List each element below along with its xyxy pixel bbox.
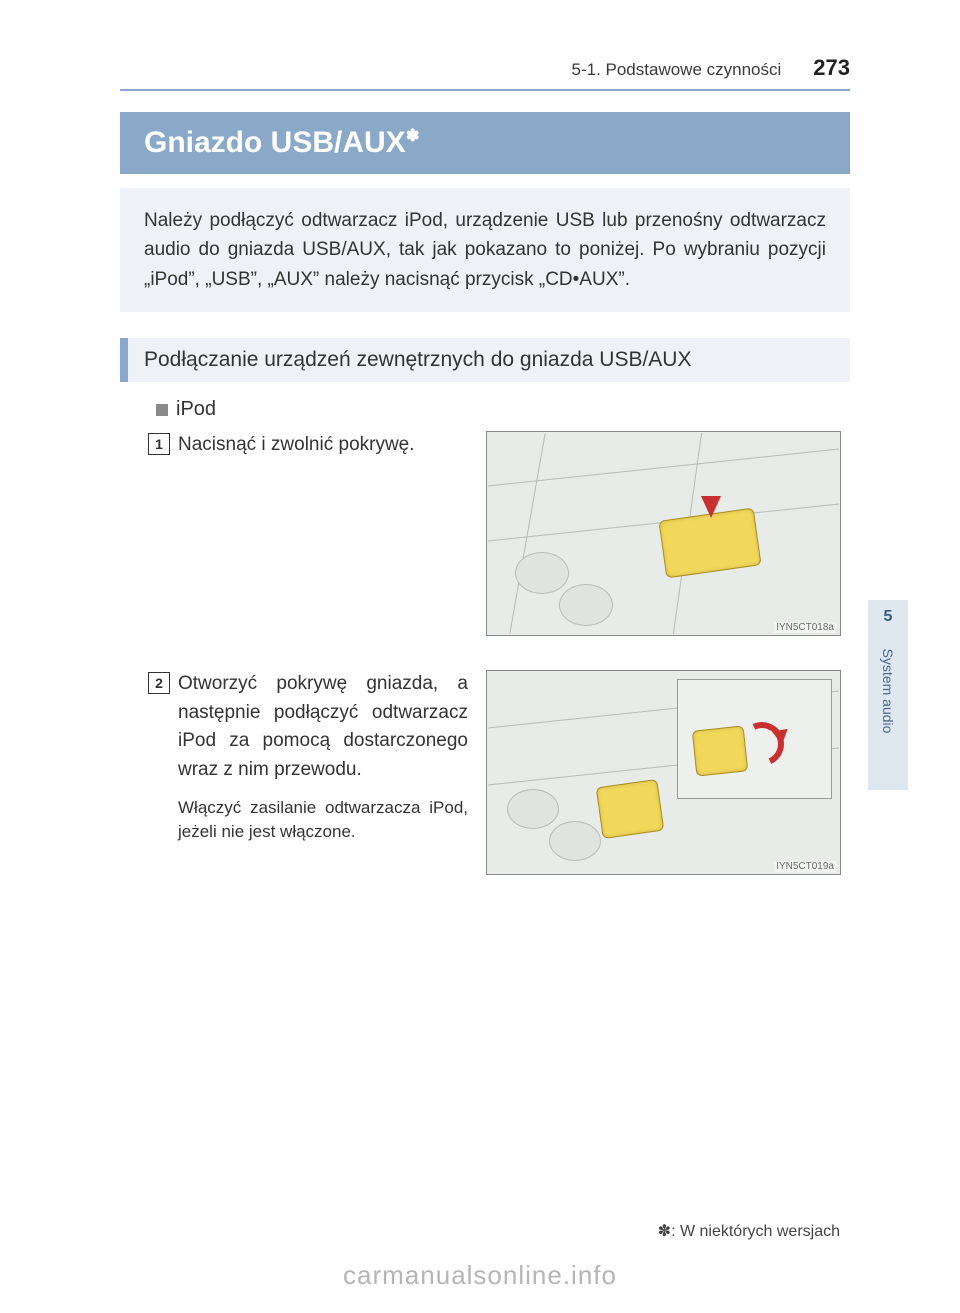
content-area: iPod 1 Nacisnąć i zwolnić pokrywę. [148, 398, 850, 909]
square-bullet-icon [156, 404, 168, 416]
section-title: 5-1. Podstawowe czynności [572, 60, 782, 80]
running-header: 5-1. Podstawowe czynności 273 [120, 55, 850, 91]
step2-text-col: 2 Otworzyć pokrywę gniazda, a następnie … [148, 670, 468, 875]
step2-text: Otworzyć pokrywę gniazda, a następnie po… [178, 670, 468, 784]
subsection-bar: Podłączanie urządzeń zewnętrznych do gni… [120, 338, 850, 382]
figure-1: IYN5CT018a [486, 431, 841, 636]
step-row-1: 1 Nacisnąć i zwolnić pokrywę. IYN5CT018a [148, 431, 850, 636]
intro-text: Należy podłączyć odtwarzacz iPod, urządz… [144, 210, 826, 290]
step2-note: Włączyć zasilanie odtwarzacza iPod, jeże… [148, 796, 468, 844]
step-number-box: 2 [148, 672, 170, 694]
page-title: Gniazdo USB/AUX [144, 126, 406, 159]
figure2-credit: IYN5CT019a [774, 861, 836, 872]
side-tab-label: System audio [880, 649, 896, 734]
page-number: 273 [813, 55, 850, 81]
ipod-heading-text: iPod [176, 398, 216, 421]
step-row-2: 2 Otworzyć pokrywę gniazda, a następnie … [148, 670, 850, 875]
figure1-credit: IYN5CT018a [774, 622, 836, 633]
side-tab-number: 5 [868, 608, 908, 626]
figure2-highlight-main [596, 779, 665, 839]
page-title-bar: Gniazdo USB/AUX✽ [120, 112, 850, 174]
subsection-title: Podłączanie urządzeń zewnętrznych do gni… [144, 348, 691, 371]
watermark: carmanualsonline.info [0, 1260, 960, 1291]
side-thumb-tab: 5 System audio [868, 600, 908, 790]
figure2-highlight-inset [692, 725, 749, 776]
manual-page: 5-1. Podstawowe czynności 273 Gniazdo US… [0, 0, 960, 1313]
step-number-box: 1 [148, 433, 170, 455]
intro-box: Należy podłączyć odtwarzacz iPod, urządz… [120, 188, 850, 312]
figure2-inset [677, 679, 832, 799]
footnote: ✽: W niektórych wersjach [658, 1221, 840, 1241]
ipod-heading: iPod [156, 398, 850, 421]
figure-2: IYN5CT019a [486, 670, 841, 875]
title-footnote-mark: ✽ [406, 127, 420, 145]
step1-text-col: 1 Nacisnąć i zwolnić pokrywę. [148, 431, 468, 636]
arrow-down-icon [701, 496, 721, 518]
step1-text: Nacisnąć i zwolnić pokrywę. [178, 431, 415, 460]
